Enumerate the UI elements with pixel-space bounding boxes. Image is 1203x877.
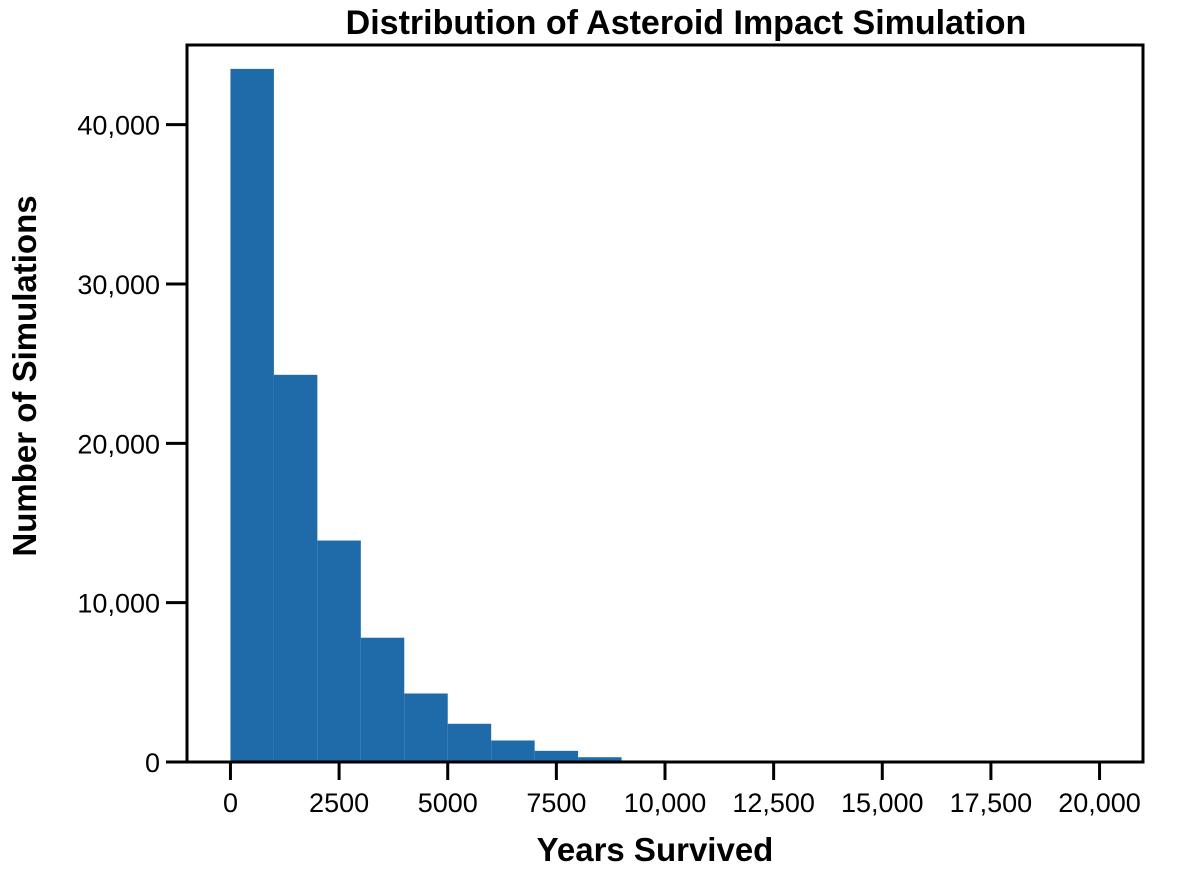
histogram-bar-4 (360, 637, 405, 762)
histogram-bar-5 (404, 693, 448, 762)
histogram-bar-1 (230, 68, 274, 762)
y-tick-label: 0 (145, 748, 160, 778)
x-tick-label: 17,500 (950, 788, 1033, 818)
histogram-bar-3 (317, 540, 361, 762)
bars-group (230, 68, 752, 762)
x-axis-label: Years Survived (537, 831, 774, 868)
x-tick-label: 10,000 (624, 788, 707, 818)
y-tick-label: 40,000 (77, 111, 160, 141)
chart-title: Distribution of Asteroid Impact Simulati… (346, 4, 1027, 42)
y-axis: 0 10,000 20,000 30,000 40,000 (77, 111, 187, 778)
x-tick-label: 2500 (309, 788, 369, 818)
x-tick-label: 0 (223, 788, 238, 818)
histogram-bar-9 (578, 757, 622, 762)
y-tick-label: 20,000 (77, 429, 160, 459)
x-tick-label: 15,000 (841, 788, 924, 818)
x-tick-label: 12,500 (732, 788, 815, 818)
x-axis: 0 2500 5000 7500 10,000 12,500 15,000 17,500 20,… (223, 762, 1141, 818)
x-tick-label: 5000 (418, 788, 478, 818)
x-tick-label: 20,000 (1058, 788, 1141, 818)
histogram-bar-6 (447, 723, 492, 762)
y-tick-label: 10,000 (77, 589, 160, 619)
histogram-bar-8 (534, 750, 579, 762)
y-tick-label: 30,000 (77, 270, 160, 300)
histogram-bar-2 (273, 374, 318, 762)
histogram-bar-7 (491, 740, 535, 762)
x-tick-label: 7500 (526, 788, 586, 818)
y-axis-label: Number of Simulations (6, 195, 43, 556)
